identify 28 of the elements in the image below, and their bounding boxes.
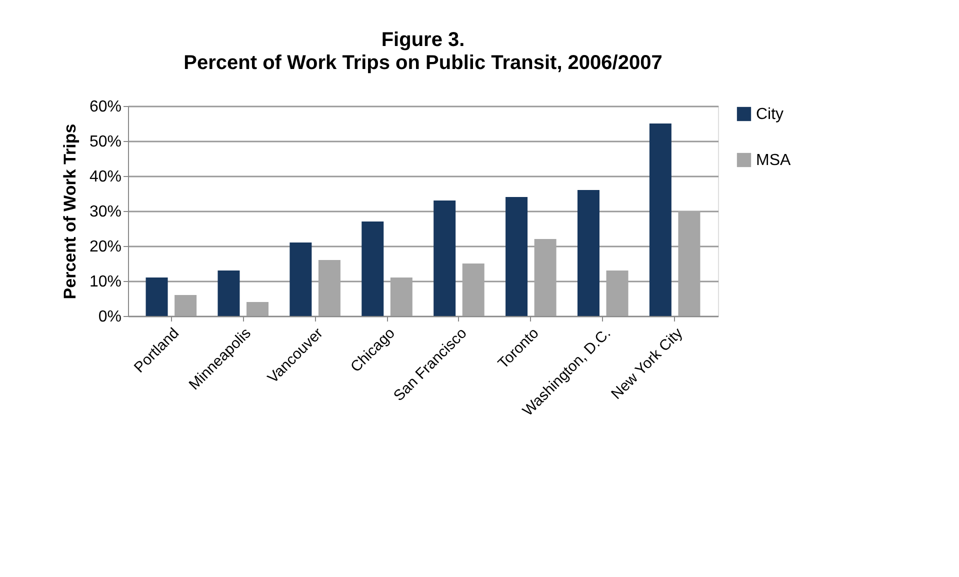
y-tick-label: 20%	[89, 238, 122, 256]
bar	[577, 190, 600, 316]
bar	[246, 302, 269, 316]
legend-label: City	[756, 106, 784, 123]
bar	[534, 239, 556, 316]
bar	[434, 200, 456, 316]
y-tick-label: 30%	[89, 204, 122, 220]
bar	[174, 295, 197, 316]
chart-title: Figure 3.	[381, 29, 465, 51]
y-tick-label: 0%	[98, 308, 122, 326]
y-tick-label: 60%	[89, 98, 122, 116]
bar	[462, 264, 484, 316]
y-axis-title: Percent of Work Trips	[60, 124, 80, 300]
bar	[649, 124, 672, 316]
legend-label: MSA	[756, 152, 791, 169]
bar	[606, 270, 628, 316]
y-tick-label: 10%	[89, 274, 122, 290]
bar	[678, 211, 700, 316]
chart-subtitle: Percent of Work Trips on Public Transit, 2006/2007	[184, 52, 662, 74]
bar	[318, 260, 340, 316]
bar	[390, 278, 412, 316]
bar	[362, 222, 384, 316]
bar	[146, 278, 168, 316]
bar	[290, 242, 312, 316]
y-tick-label: 40%	[89, 168, 122, 186]
bar	[506, 197, 528, 316]
y-tick-label: 50%	[89, 134, 122, 150]
bar	[218, 270, 240, 316]
